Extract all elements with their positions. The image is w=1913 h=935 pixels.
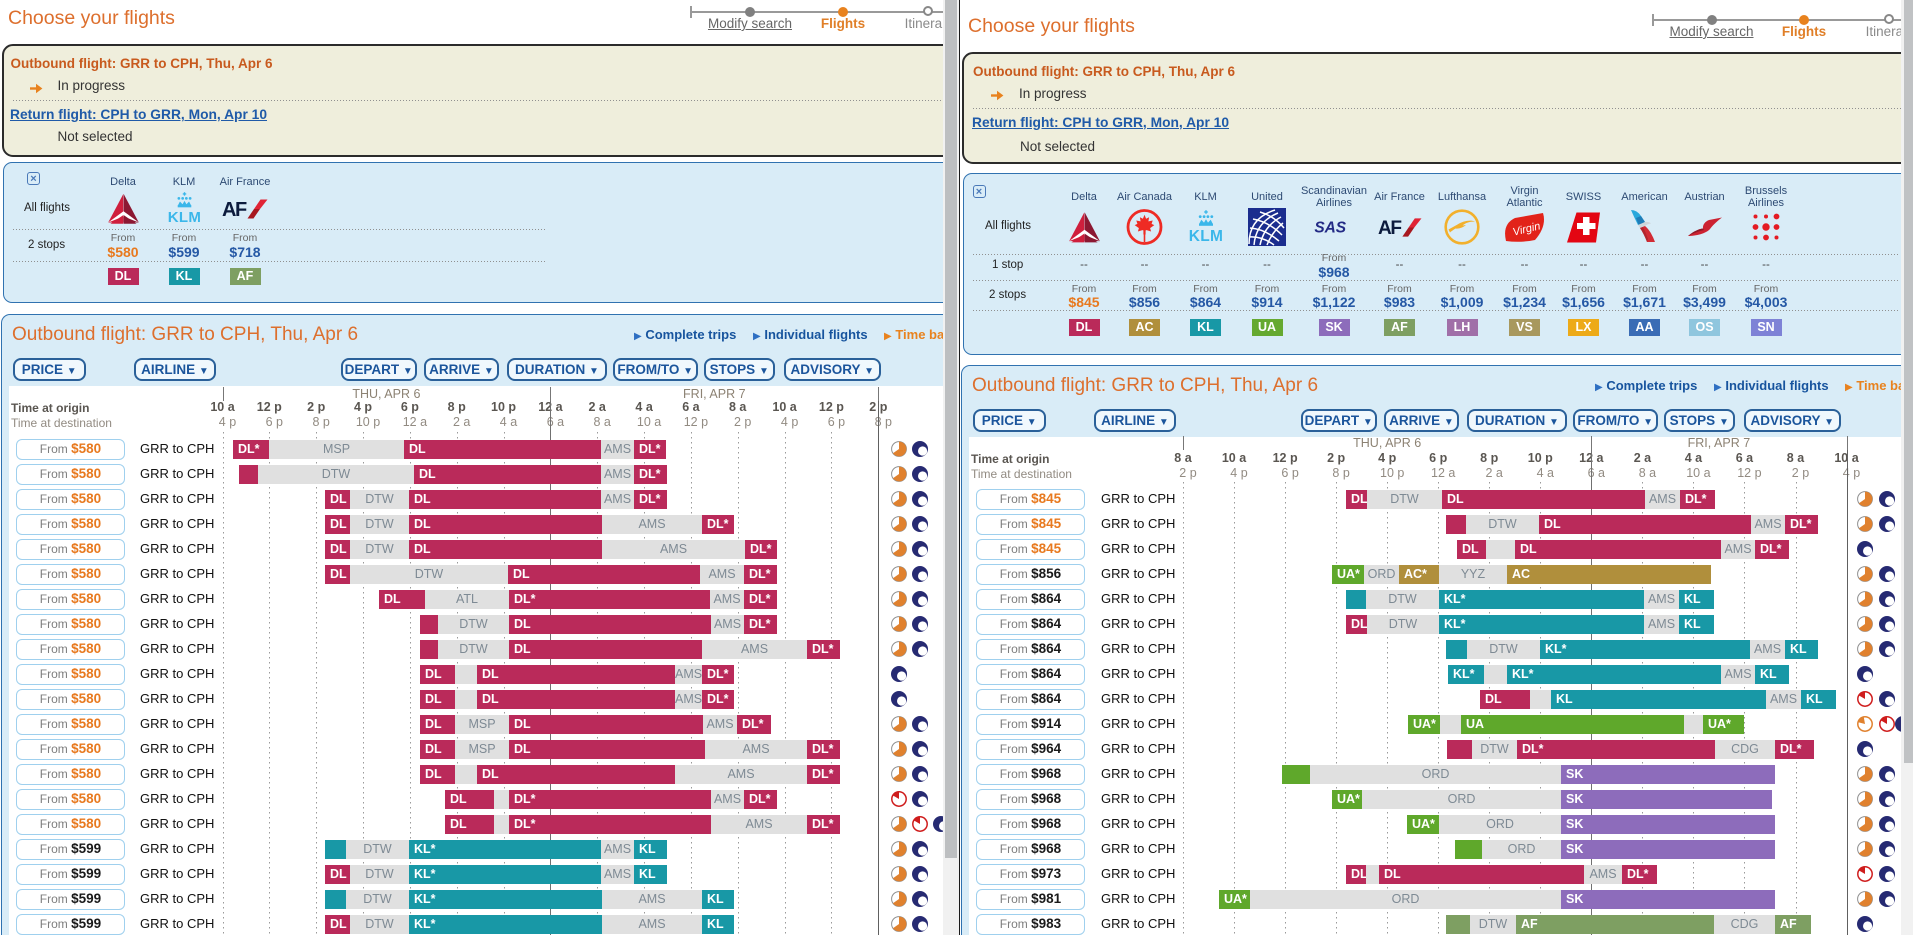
svg-text:SAS: SAS	[1314, 220, 1346, 235]
svg-text:KLM: KLM	[167, 209, 200, 225]
svg-text:AF: AF	[1378, 218, 1401, 238]
svg-text:KLM: KLM	[1188, 228, 1222, 244]
svg-text:AF: AF	[222, 199, 247, 220]
